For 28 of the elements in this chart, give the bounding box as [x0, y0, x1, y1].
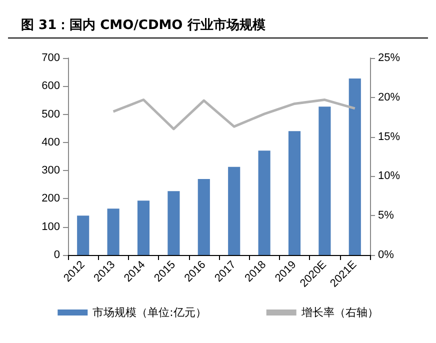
bar: [198, 179, 210, 255]
bar: [318, 106, 331, 255]
y-tick-label: 200: [42, 192, 60, 205]
bar: [137, 200, 150, 255]
line-series: [112, 98, 356, 130]
y2-tick-label: 25%: [378, 52, 400, 64]
y-tick-label: 500: [42, 108, 60, 120]
y2-tick-label: 0%: [378, 249, 394, 261]
bar: [168, 191, 180, 255]
y2-tick-label: 5%: [378, 210, 394, 222]
bar: [348, 78, 361, 255]
y-tick-label: 100: [42, 220, 60, 233]
y-tick-label: 0: [54, 249, 60, 261]
y-tick-label: 400: [42, 136, 60, 148]
bar: [77, 216, 90, 255]
chart-title: 图 31：国内 CMO/CDMO 行业市场规模: [21, 17, 266, 33]
bar: [107, 208, 120, 255]
y-tick-label: 700: [42, 52, 60, 64]
y-tick-label: 600: [42, 80, 60, 92]
y-tick-label: 300: [42, 164, 60, 177]
bar: [258, 150, 270, 255]
legend-label: 市场规模（单位:亿元）: [92, 306, 206, 319]
y2-tick-label: 15%: [378, 130, 400, 143]
y2-tick-label: 10%: [378, 170, 400, 182]
bar: [288, 131, 301, 255]
bar: [228, 166, 240, 255]
y2-tick-label: 20%: [378, 91, 400, 104]
legend-label: 增长率（右轴）: [300, 306, 378, 319]
